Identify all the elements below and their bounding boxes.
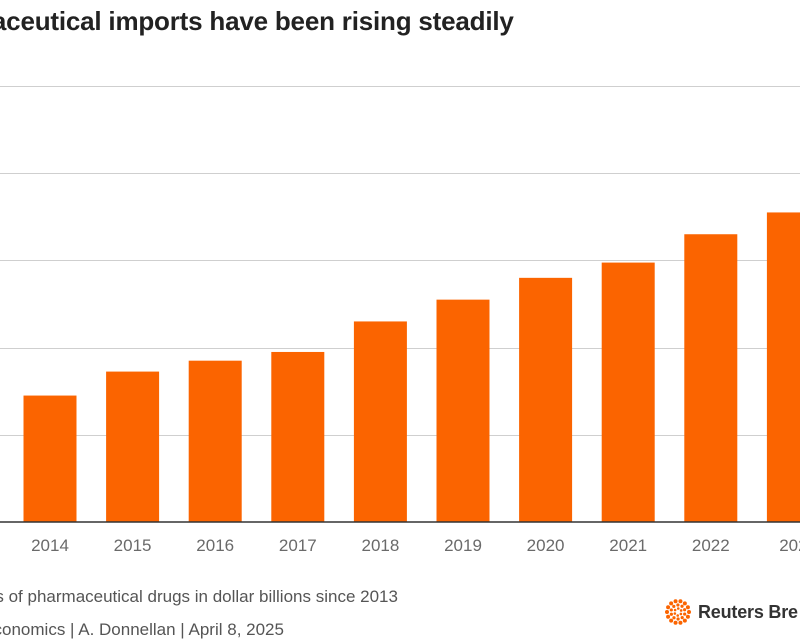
x-tick-label-2020: 2020 <box>527 536 565 555</box>
chart-subtitle: rts of pharmaceutical drugs in dollar bi… <box>0 587 398 606</box>
bar-2018 <box>353 321 407 522</box>
bar-2017 <box>271 351 325 522</box>
x-tick-label-2018: 2018 <box>361 536 399 555</box>
bar-2021 <box>601 262 655 522</box>
bar-2019 <box>436 299 490 522</box>
x-tick-label-2022: 2022 <box>692 536 730 555</box>
x-tick-label-2021: 2021 <box>609 536 647 555</box>
x-tick-labels: 2014 2015 2016 2017 2018 2019 2020 2021 2022 202 <box>31 536 800 555</box>
reuters-logo-icon <box>665 599 691 625</box>
x-tick-label-202: 202 <box>779 536 800 555</box>
bar-chart: 2014 2015 2016 2017 2018 2019 2020 2021 2022 202 <box>0 86 800 555</box>
x-tick-label-2017: 2017 <box>279 536 317 555</box>
chart-title: maceutical imports have been rising stea… <box>0 6 514 36</box>
bar-2016 <box>188 360 242 522</box>
bar-2022 <box>684 234 738 523</box>
x-tick-label-2015: 2015 <box>114 536 152 555</box>
x-tick-label-2019: 2019 <box>444 536 482 555</box>
bar-2015 <box>106 371 160 522</box>
x-tick-label-2014: 2014 <box>31 536 69 555</box>
bar-2014 <box>23 395 77 522</box>
brand-logo: Reuters Bre <box>664 597 798 627</box>
x-tick-label-2016: 2016 <box>196 536 234 555</box>
brand-name: Reuters Bre <box>698 601 798 622</box>
source-credit: g Economics | A. Donnellan | April 8, 20… <box>0 620 284 639</box>
bar-202 <box>766 212 800 522</box>
bar-2020 <box>519 277 573 522</box>
bars <box>23 212 800 523</box>
